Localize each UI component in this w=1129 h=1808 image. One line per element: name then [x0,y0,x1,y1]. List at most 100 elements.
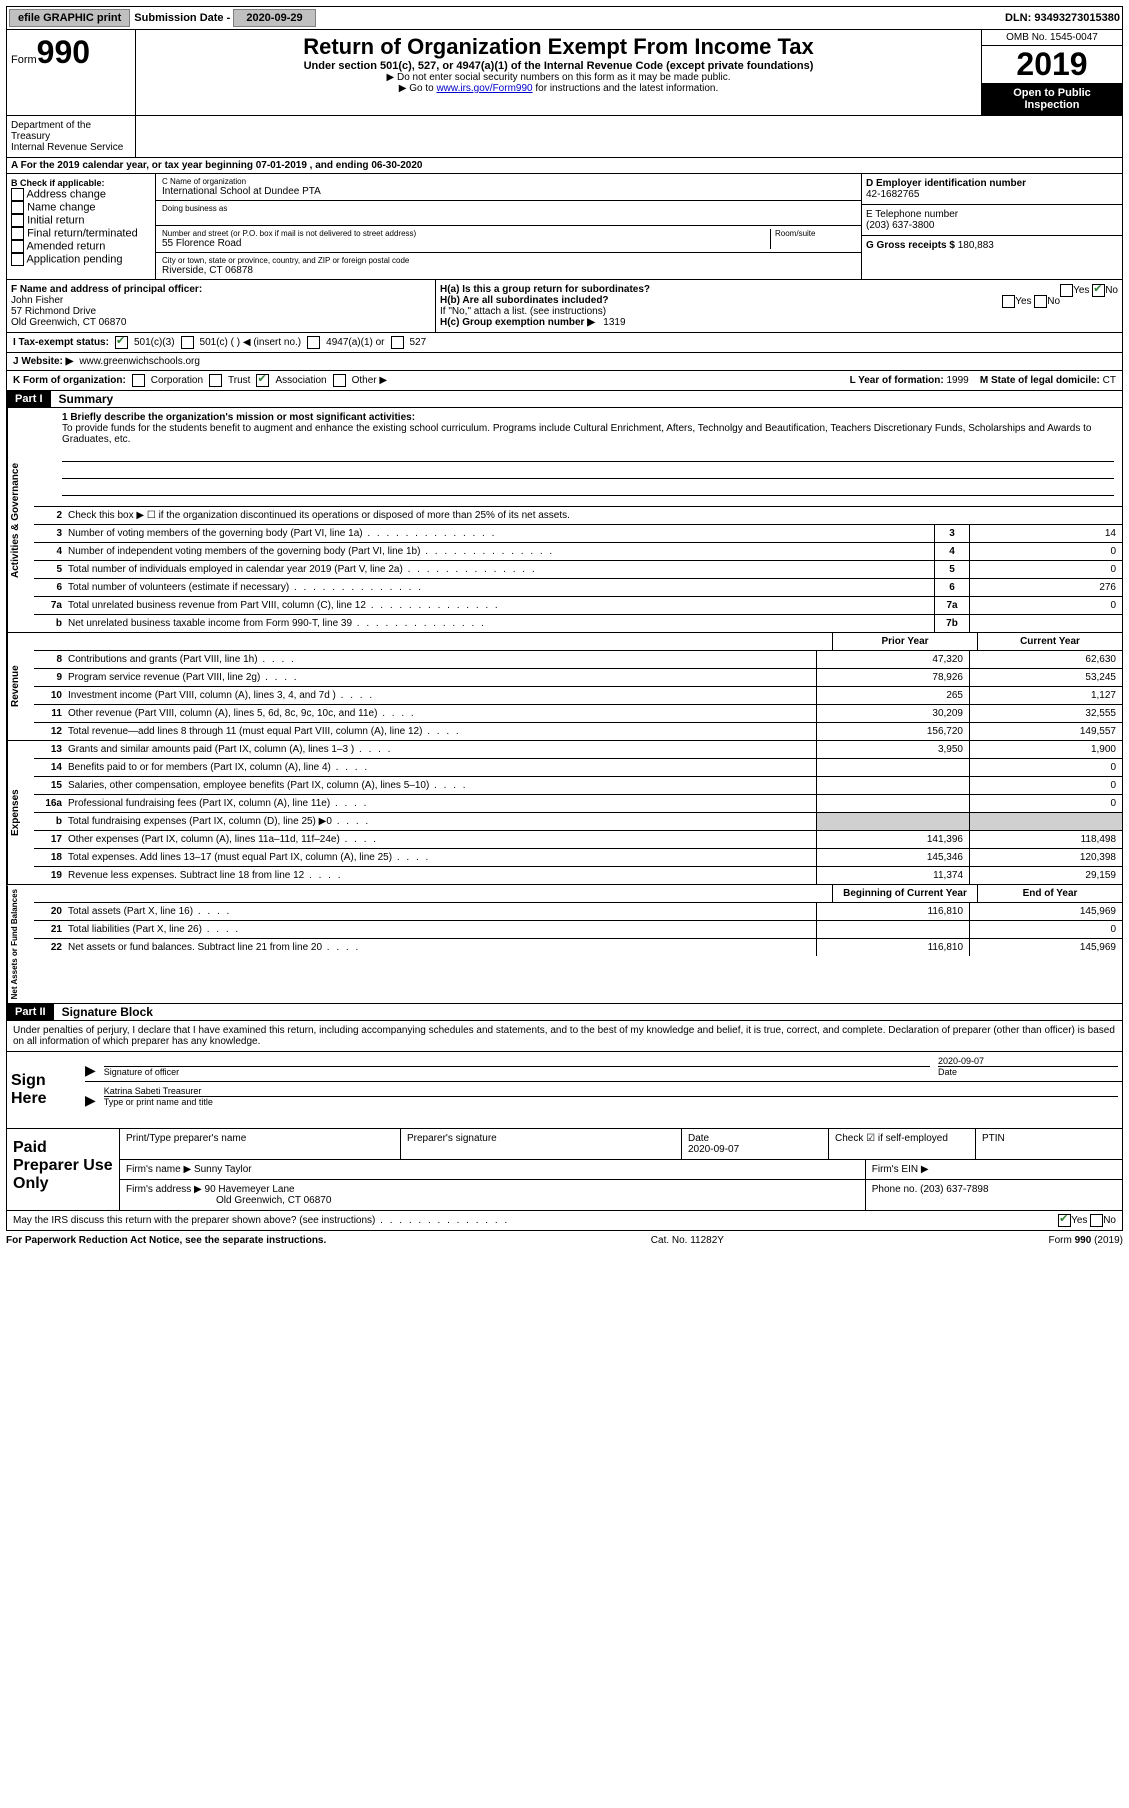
firm-phone: (203) 637-7898 [920,1184,988,1195]
summary-line: 15 Salaries, other compensation, employe… [34,777,1122,795]
form-title: Return of Organization Exempt From Incom… [140,34,977,60]
form-number-box: Form990 [7,30,136,115]
officer-typed-name: Katrina Sabeti Treasurer [104,1086,1118,1096]
summary-line: 7a Total unrelated business revenue from… [34,597,1122,615]
summary-line: 17 Other expenses (Part IX, column (A), … [34,831,1122,849]
checkbox-corporation[interactable] [132,374,145,387]
sign-here-block: Sign Here ▶ Signature of officer 2020-09… [7,1052,1122,1128]
col-head-current: Current Year [977,633,1122,650]
checkbox-4947[interactable] [307,336,320,349]
checkbox-hb-no[interactable] [1034,295,1047,308]
vtab-revenue: Revenue [7,633,34,740]
line-a-tax-year: A For the 2019 calendar year, or tax yea… [6,158,1123,174]
summary-line: b Total fundraising expenses (Part IX, c… [34,813,1122,831]
ein-value: 42-1682765 [866,189,1118,200]
cat-number: Cat. No. 11282Y [651,1235,724,1246]
checkbox-discuss-no[interactable] [1090,1214,1103,1227]
checkbox-501c[interactable] [181,336,194,349]
paid-preparer-section: Paid Preparer Use Only Print/Type prepar… [6,1129,1123,1211]
tax-exempt-status-row: I Tax-exempt status: 501(c)(3) 501(c) ( … [6,333,1123,353]
paid-preparer-label: Paid Preparer Use Only [7,1129,120,1210]
part1-bar: Part I [7,391,51,407]
checkbox-other[interactable] [333,374,346,387]
form-of-organization-row: K Form of organization: Corporation Trus… [6,371,1123,391]
part2-header: Part II Signature Block [6,1004,1123,1021]
principal-officer: F Name and address of principal officer:… [7,280,436,332]
firm-name: Sunny Taylor [194,1164,252,1175]
signature-declaration: Under penalties of perjury, I declare th… [6,1021,1123,1052]
summary-line: 6 Total number of volunteers (estimate i… [34,579,1122,597]
checkbox-initial-return[interactable] [11,214,24,227]
website-row: J Website: ▶ www.greenwichschools.org [6,353,1123,371]
col-deg: D Employer identification number 42-1682… [861,174,1122,279]
checkbox-527[interactable] [391,336,404,349]
part1-net-assets: Net Assets or Fund Balances Beginning of… [6,885,1123,1004]
firm-addr2: Old Greenwich, CT 06870 [216,1195,331,1206]
summary-line: 11 Other revenue (Part VIII, column (A),… [34,705,1122,723]
col-c-name-address: C Name of organization International Sch… [156,174,861,279]
part1-revenue: Revenue Prior Year Current Year 8 Contri… [6,633,1123,741]
form-header: Form990 Return of Organization Exempt Fr… [6,30,1123,116]
checkbox-hb-yes[interactable] [1002,295,1015,308]
org-city: Riverside, CT 06878 [162,265,855,276]
group-exemption-number: 1319 [603,317,625,328]
telephone-value: (203) 637-3800 [866,220,1118,231]
checkbox-association[interactable] [256,374,269,387]
summary-line: 4 Number of independent voting members o… [34,543,1122,561]
line2-text: Check this box ▶ ☐ if the organization d… [64,507,1122,524]
checkbox-trust[interactable] [209,374,222,387]
summary-line: 16a Professional fundraising fees (Part … [34,795,1122,813]
checkbox-discuss-yes[interactable] [1058,1214,1071,1227]
tax-year: 2019 [982,46,1122,83]
website-value: www.greenwichschools.org [79,356,200,367]
section-f-h: F Name and address of principal officer:… [6,280,1123,333]
part2-title: Signature Block [54,1005,153,1019]
org-name: International School at Dundee PTA [162,186,855,197]
submission-date-button[interactable]: 2020-09-29 [233,9,315,27]
summary-line: 20 Total assets (Part X, line 16) 116,81… [34,903,1122,921]
submission-label: Submission Date - 2020-09-29 [134,12,315,24]
dln: DLN: 93493273015380 [1005,12,1120,24]
vtab-governance: Activities & Governance [7,408,34,632]
checkbox-name-change[interactable] [11,201,24,214]
col-head-end: End of Year [977,885,1122,902]
summary-line: 14 Benefits paid to or for members (Part… [34,759,1122,777]
mission-text: To provide funds for the students benefi… [62,423,1114,445]
top-bar: efile GRAPHIC print Submission Date - 20… [6,6,1123,30]
summary-line: 21 Total liabilities (Part X, line 26) 0 [34,921,1122,939]
efile-button[interactable]: efile GRAPHIC print [9,9,130,27]
summary-line: 12 Total revenue—add lines 8 through 11 … [34,723,1122,740]
checkbox-final-return[interactable] [11,227,24,240]
checkbox-501c3[interactable] [115,336,128,349]
checkbox-amended-return[interactable] [11,240,24,253]
part1-expenses: Expenses 13 Grants and similar amounts p… [6,741,1123,885]
part2-bar: Part II [7,1004,54,1020]
irs-link[interactable]: www.irs.gov/Form990 [436,83,532,94]
part1-governance: Activities & Governance 1 Briefly descri… [6,408,1123,633]
note-ssn: ▶ Do not enter social security numbers o… [140,72,977,83]
checkbox-application-pending[interactable] [11,253,24,266]
summary-line: 3 Number of voting members of the govern… [34,525,1122,543]
col-head-prior: Prior Year [832,633,977,650]
sign-here-label: Sign Here [7,1052,85,1128]
mission-block: 1 Briefly describe the organization's mi… [34,408,1122,507]
firm-addr1: 90 Havemeyer Lane [205,1184,295,1195]
col-b-checkboxes: B Check if applicable: Address change Na… [7,174,156,279]
summary-line: 13 Grants and similar amounts paid (Part… [34,741,1122,759]
part1-header: Part I Summary [6,391,1123,408]
title-box: Return of Organization Exempt From Incom… [136,30,981,115]
vtab-net-assets: Net Assets or Fund Balances [7,885,34,1003]
summary-line: 18 Total expenses. Add lines 13–17 (must… [34,849,1122,867]
checkbox-ha-no[interactable] [1092,284,1105,297]
state-domicile: CT [1103,375,1116,386]
org-street: 55 Florence Road [162,238,770,249]
summary-line: 8 Contributions and grants (Part VIII, l… [34,651,1122,669]
checkbox-ha-yes[interactable] [1060,284,1073,297]
arrow-icon: ▶ [85,1092,96,1109]
footer-row: For Paperwork Reduction Act Notice, see … [6,1231,1123,1250]
pra-notice: For Paperwork Reduction Act Notice, see … [6,1235,326,1246]
dept-treasury: Department of the Treasury Internal Reve… [7,116,136,157]
summary-line: 10 Investment income (Part VIII, column … [34,687,1122,705]
summary-line: 5 Total number of individuals employed i… [34,561,1122,579]
checkbox-address-change[interactable] [11,188,24,201]
